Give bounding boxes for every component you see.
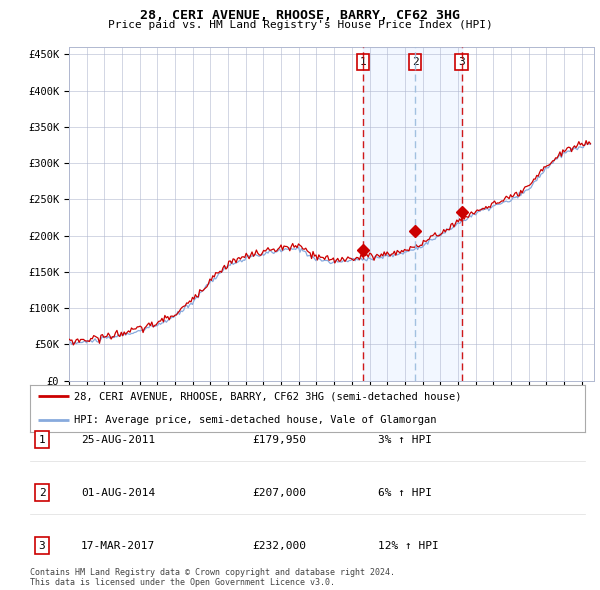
Text: £207,000: £207,000 xyxy=(252,488,306,497)
Text: HPI: Average price, semi-detached house, Vale of Glamorgan: HPI: Average price, semi-detached house,… xyxy=(74,415,437,425)
Text: 1: 1 xyxy=(360,57,367,67)
Text: 2: 2 xyxy=(412,57,419,67)
Text: 01-AUG-2014: 01-AUG-2014 xyxy=(81,488,155,497)
Text: Price paid vs. HM Land Registry's House Price Index (HPI): Price paid vs. HM Land Registry's House … xyxy=(107,20,493,30)
Text: 25-AUG-2011: 25-AUG-2011 xyxy=(81,435,155,444)
Text: 28, CERI AVENUE, RHOOSE, BARRY, CF62 3HG: 28, CERI AVENUE, RHOOSE, BARRY, CF62 3HG xyxy=(140,9,460,22)
Text: 3: 3 xyxy=(458,57,465,67)
Text: Contains HM Land Registry data © Crown copyright and database right 2024.
This d: Contains HM Land Registry data © Crown c… xyxy=(30,568,395,587)
Text: 6% ↑ HPI: 6% ↑ HPI xyxy=(378,488,432,497)
Text: 28, CERI AVENUE, RHOOSE, BARRY, CF62 3HG (semi-detached house): 28, CERI AVENUE, RHOOSE, BARRY, CF62 3HG… xyxy=(74,392,462,401)
Text: 3% ↑ HPI: 3% ↑ HPI xyxy=(378,435,432,444)
Bar xyxy=(363,47,461,381)
Text: £232,000: £232,000 xyxy=(252,541,306,550)
Text: 3: 3 xyxy=(38,541,46,550)
Text: £179,950: £179,950 xyxy=(252,435,306,444)
Text: 17-MAR-2017: 17-MAR-2017 xyxy=(81,541,155,550)
Text: 1: 1 xyxy=(38,435,46,444)
Text: 2: 2 xyxy=(38,488,46,497)
Text: 12% ↑ HPI: 12% ↑ HPI xyxy=(378,541,439,550)
